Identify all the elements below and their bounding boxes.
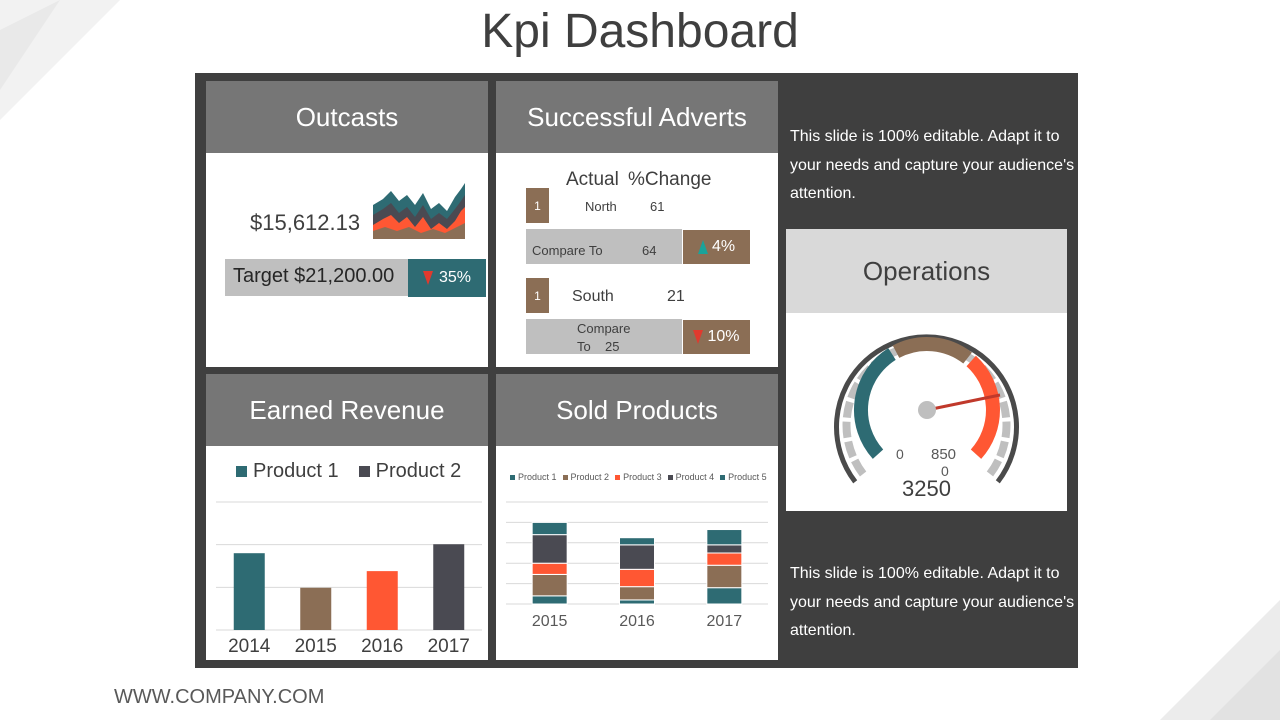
outcasts-change-badge: 35% [408, 259, 486, 297]
x-tick-label: 2017 [707, 613, 743, 630]
north-compare-bar [526, 229, 682, 264]
gauge-mid-label-1: 850 [931, 446, 956, 463]
bar-segment-2015-4 [531, 534, 568, 564]
south-actual-value: 21 [667, 288, 685, 305]
bar-2016 [366, 571, 398, 630]
gauge-value-label: 3250 [902, 476, 951, 501]
legend-swatch [720, 474, 726, 480]
north-change-value: 4% [711, 238, 736, 255]
operations-panel: Operations 0 850 0 3250 [786, 229, 1067, 511]
north-compare-label: Compare To [532, 243, 603, 258]
gauge-mid-label-2: 0 [941, 463, 949, 479]
south-compare-label-2: To [577, 339, 591, 354]
legend-swatch [615, 474, 621, 480]
change-column-header: %Change [628, 169, 712, 190]
legend-label: Product 2 [375, 460, 462, 482]
legend-swatch [510, 474, 515, 480]
legend-swatch [562, 474, 568, 480]
background-decoration-right [1160, 600, 1280, 720]
arrow-down-icon [693, 330, 704, 344]
gauge-hub [918, 401, 936, 419]
gauge-band-low [854, 348, 896, 459]
north-badge: 1 [526, 188, 549, 223]
legend-label: Product 1 [253, 460, 339, 482]
bar-2017 [433, 544, 465, 630]
gauge-min-label: 0 [896, 446, 904, 462]
legend-swatch [358, 466, 370, 477]
bar-2015 [300, 587, 332, 630]
x-tick-label: 2014 [228, 636, 271, 657]
bar-segment-2015-2 [531, 573, 568, 597]
south-compare-label-1: Compare [577, 321, 631, 336]
arrow-up-icon [697, 240, 708, 254]
legend-label: Product 2 [570, 472, 610, 482]
south-compare-bar [526, 319, 682, 354]
target-bar [225, 259, 409, 296]
x-tick-label: 2015 [295, 636, 337, 657]
revenue-panel: Earned Revenue Product 1 Product 2 2014 2… [206, 374, 488, 660]
legend-label: Product 4 [675, 472, 715, 482]
bar-segment-2016-4 [619, 544, 655, 570]
sold-panel: Sold Products Product 1 Product 2 Product … [496, 374, 778, 660]
operations-gauge: 0 850 0 3250 [834, 334, 1019, 501]
x-tick-label: 2017 [428, 636, 470, 657]
bar-segment-2016-2 [619, 586, 655, 601]
gauge-needle [926, 393, 1001, 412]
north-compare-value: 64 [642, 243, 657, 258]
actual-column-header: Actual [566, 169, 619, 190]
south-change-badge: 10% [683, 320, 750, 354]
south-badge: 1 [526, 278, 549, 313]
outcasts-sparkline [373, 183, 465, 239]
bar-segment-2016-3 [619, 568, 655, 588]
gauge-band-mid [892, 337, 972, 364]
bar-segment-2015-5 [531, 521, 568, 536]
x-tick-label: 2016 [361, 636, 403, 657]
bar-segment-2015-3 [531, 562, 568, 575]
adverts-title: Successful Adverts [496, 81, 778, 153]
legend-label: Product 5 [728, 472, 767, 482]
arrow-down-icon [422, 271, 433, 285]
outcasts-title: Outcasts [206, 81, 488, 153]
x-tick-label: 2016 [619, 613, 655, 630]
bar-segment-2017-4 [706, 544, 743, 554]
sold-legend: Product 1 Product 2 Product 3 Product 4 Prod… [510, 472, 770, 482]
bar-segment-2017-3 [706, 552, 743, 566]
sold-title: Sold Products [496, 374, 778, 446]
north-region-label: North [585, 199, 617, 214]
x-tick-label: 2015 [532, 613, 568, 630]
outcasts-panel: Outcasts $15,612.13 Target $21,200.00 35… [206, 81, 488, 367]
revenue-title: Earned Revenue [206, 374, 488, 446]
gauge-band-high [966, 355, 1000, 459]
revenue-chart: 2014 2015 2016 2017 [216, 501, 482, 657]
bar-segment-2016-1 [619, 599, 655, 605]
adverts-panel: Successful Adverts Actual %Change 1 Nort… [496, 81, 778, 367]
side-text-bottom: This slide is 100% editable. Adapt it to… [790, 565, 1075, 639]
bar-2014 [233, 553, 265, 630]
north-change-badge: 4% [683, 230, 750, 264]
bar-segment-2015-1 [531, 595, 568, 605]
gauge-tick-ring [842, 341, 1011, 477]
footer-url: WWW.COMPANY.COM [114, 686, 325, 708]
bar-segment-2017-1 [706, 587, 743, 605]
north-actual-value: 61 [650, 199, 665, 214]
revenue-legend: Product 1 Product 2 [236, 460, 461, 483]
operations-title: Operations [786, 229, 1067, 313]
target-label: Target $21,200.00 [233, 265, 395, 287]
bar-segment-2017-5 [706, 529, 743, 546]
page-title: Kpi Dashboard [481, 5, 799, 58]
legend-label: Product 3 [623, 472, 662, 482]
bar-segment-2016-5 [619, 537, 655, 546]
south-change-value: 10% [707, 328, 740, 345]
outcasts-value: $15,612.13 [250, 210, 361, 235]
bar-segment-2017-2 [706, 564, 743, 589]
legend-swatch [667, 474, 673, 480]
sold-chart: 2015 2016 2017 [506, 501, 768, 630]
side-text-top: This slide is 100% editable. Adapt it to… [790, 128, 1075, 202]
legend-swatch [236, 466, 247, 477]
legend-label: Product 1 [518, 472, 557, 482]
south-compare-value: 25 [605, 339, 620, 354]
gauge-outer-ring [834, 334, 1019, 484]
outcasts-change-value: 35% [438, 269, 472, 286]
south-region-label: South [572, 288, 614, 305]
